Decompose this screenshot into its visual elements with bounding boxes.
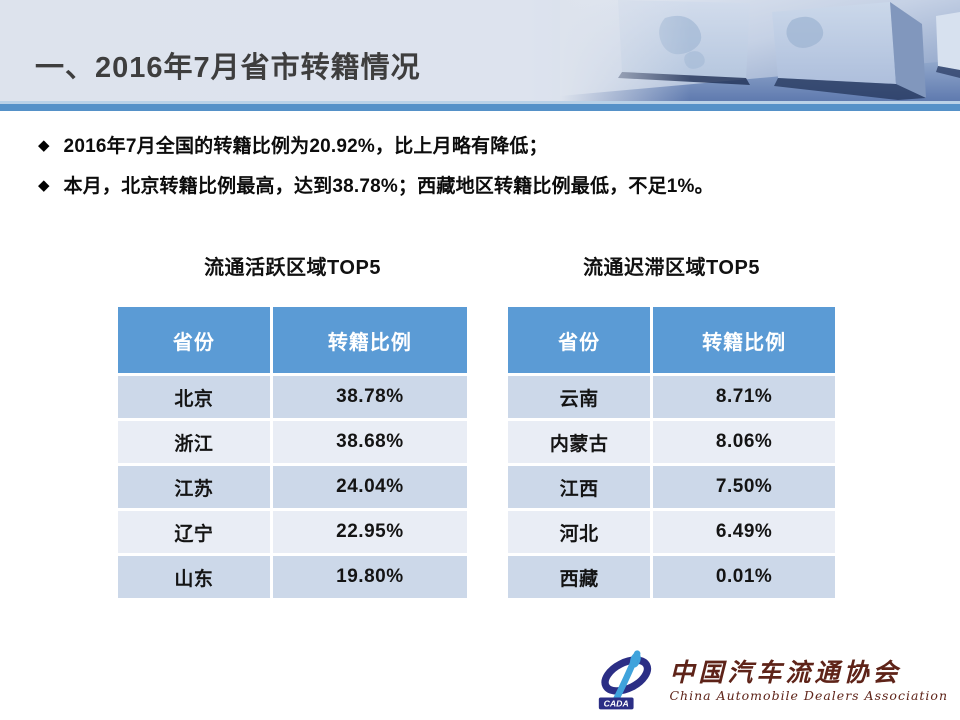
table-title: 流通活跃区域TOP5 [204, 257, 381, 279]
ratio-cell: 8.71% [653, 376, 835, 418]
province-cell: 江苏 [118, 466, 273, 508]
logo-text-en: China Automobile Dealers Association [669, 688, 948, 704]
ratio-cell: 38.68% [272, 421, 467, 463]
province-cell: 辽宁 [118, 511, 273, 553]
column-header: 转籍比例 [327, 331, 412, 354]
table-row: 河北 6.49% [508, 511, 835, 553]
province-cell: 山东 [118, 556, 273, 598]
table-title: 流通迟滞区域TOP5 [583, 257, 760, 279]
ratio-cell: 24.04% [272, 466, 467, 508]
table-row: 西藏 0.01% [508, 556, 835, 598]
sluggish-regions-table: 流通迟滞区域TOP5 省份 转籍比例 云南 8.71% 内蒙古 8.06% 江西… [508, 254, 835, 598]
ratio-cell: 0.01% [653, 556, 835, 598]
bullet-item: ◆ 2016年7月全国的转籍比例为20.92%，比上月略有降低； [38, 134, 928, 160]
header-divider-bar [0, 104, 960, 111]
page-title: 一、2016年7月省市转籍情况 [35, 52, 421, 84]
table: 省份 转籍比例 云南 8.71% 内蒙古 8.06% 江西 7.50% 河北 6… [508, 307, 835, 598]
province-cell: 浙江 [118, 421, 273, 463]
slide-header: 一、2016年7月省市转籍情况 [0, 0, 960, 101]
ratio-cell: 38.78% [272, 376, 467, 418]
table-row: 云南 8.71% [508, 376, 835, 418]
header-divider-light [0, 101, 960, 104]
table-row: 浙江 38.68% [118, 421, 467, 463]
province-cell: 河北 [508, 511, 654, 553]
logo-text-cn: 中国汽车流通协会 [669, 657, 902, 687]
province-cell: 北京 [118, 376, 273, 418]
diamond-bullet-icon: ◆ [38, 137, 50, 154]
province-cell: 内蒙古 [508, 421, 654, 463]
table-row: 内蒙古 8.06% [508, 421, 835, 463]
province-cell: 云南 [508, 376, 654, 418]
bullet-text: 2016年7月全国的转籍比例为20.92%，比上月略有降低； [63, 136, 548, 157]
logo-badge: CADA [604, 699, 629, 709]
bullet-item: ◆ 本月，北京转籍比例最高，达到38.78%；西藏地区转籍比例最低，不足1%。 [38, 174, 928, 200]
ratio-cell: 7.50% [653, 466, 835, 508]
column-header: 省份 [118, 307, 273, 373]
table-row: 江西 7.50% [508, 466, 835, 508]
column-header: 省份 [508, 307, 654, 373]
ratio-cell: 8.06% [653, 421, 835, 463]
world-cubes-graphic [560, 0, 960, 101]
table-header-row: 省份 转籍比例 [118, 307, 467, 373]
bullet-text: 本月，北京转籍比例最高，达到38.78%；西藏地区转籍比例最低，不足1%。 [63, 175, 714, 197]
bullet-list: ◆ 2016年7月全国的转籍比例为20.92%，比上月略有降低； ◆ 本月，北京… [38, 134, 928, 213]
table-row: 北京 38.78% [118, 376, 467, 418]
ratio-cell: 22.95% [272, 511, 467, 553]
cada-logo-icon: CADA [599, 650, 652, 710]
province-cell: 西藏 [508, 556, 654, 598]
table-row: 辽宁 22.95% [118, 511, 467, 553]
active-regions-table: 流通活跃区域TOP5 省份 转籍比例 北京 38.78% 浙江 38.68% 江… [118, 254, 467, 598]
table-row: 山东 19.80% [118, 556, 467, 598]
province-cell: 江西 [508, 466, 654, 508]
cada-logo: CADA 中国汽车流通协会 China Automobile Dealers A… [597, 650, 948, 712]
diamond-bullet-icon: ◆ [38, 176, 50, 194]
ratio-cell: 19.80% [272, 556, 467, 598]
table-header-row: 省份 转籍比例 [508, 307, 835, 373]
column-header: 转籍比例 [702, 331, 787, 354]
ratio-cell: 6.49% [653, 511, 835, 553]
table-row: 江苏 24.04% [118, 466, 467, 508]
table: 省份 转籍比例 北京 38.78% 浙江 38.68% 江苏 24.04% 辽宁… [118, 307, 467, 598]
logo-texts: 中国汽车流通协会 China Automobile Dealers Associ… [669, 659, 948, 704]
